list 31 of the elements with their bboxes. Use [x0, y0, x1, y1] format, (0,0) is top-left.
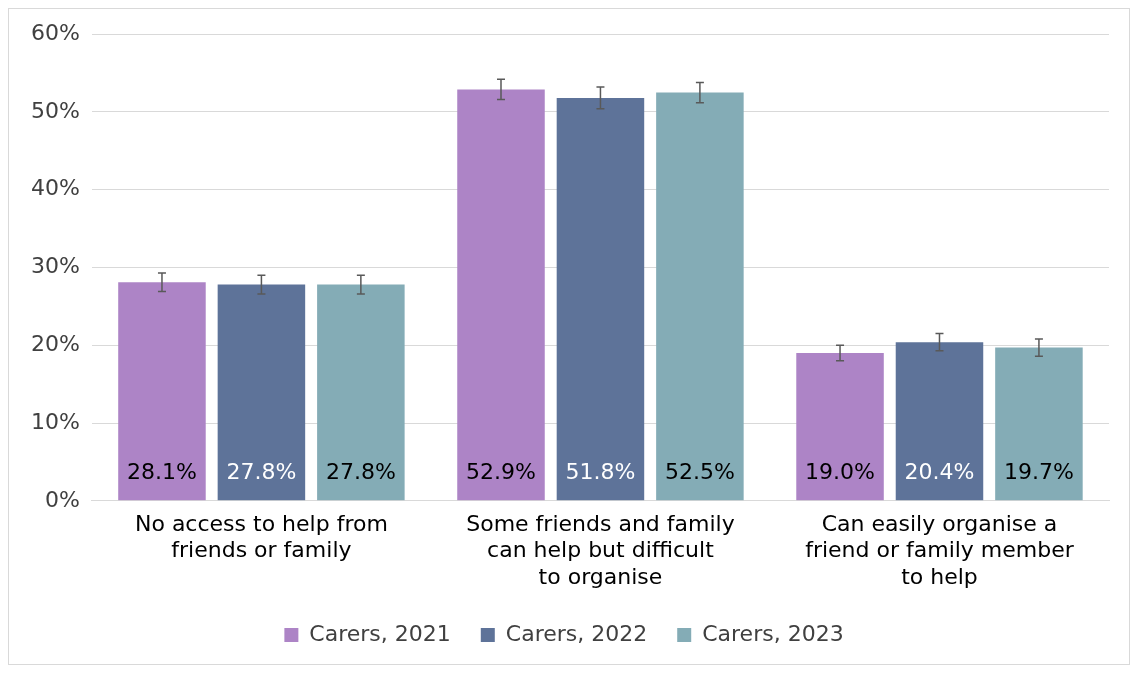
y-tick-label: 30%	[30, 253, 80, 279]
legend-label: Carers, 2022	[505, 620, 648, 646]
data-label: 28.1%	[127, 458, 197, 484]
bar	[656, 92, 744, 501]
data-label: 52.5%	[664, 458, 735, 484]
bar	[556, 97, 645, 501]
y-tick-label: 10%	[30, 408, 80, 434]
y-tick-label: 50%	[30, 97, 80, 123]
x-tick-label: Can easily organise a friend or family member to help	[805, 510, 1075, 589]
bar	[457, 89, 545, 501]
x-tick-label: Some friends and family can help but difficult to organise	[466, 510, 735, 589]
data-label: 27.8%	[325, 458, 396, 484]
x-tick-label: No access to help from friends or family	[134, 510, 388, 563]
legend-label: Carers, 2021	[309, 620, 451, 646]
bar	[895, 342, 984, 501]
data-label: 19.7%	[1003, 458, 1074, 484]
y-tick-label: 20%	[30, 330, 80, 356]
y-tick-label: 60%	[30, 19, 80, 45]
y-tick-label: 0%	[44, 486, 80, 512]
data-label: 52.9%	[466, 458, 536, 484]
data-label: 19.0%	[805, 458, 875, 484]
bar	[118, 282, 206, 501]
bar	[217, 284, 306, 501]
data-label: 27.8%	[226, 458, 297, 484]
bar	[796, 353, 884, 501]
bar	[995, 347, 1083, 501]
legend-label: Carers, 2023	[702, 620, 844, 646]
y-tick-label: 40%	[30, 175, 80, 201]
data-label: 51.8%	[565, 458, 636, 484]
bar	[317, 284, 405, 501]
data-label: 20.4%	[904, 458, 975, 484]
